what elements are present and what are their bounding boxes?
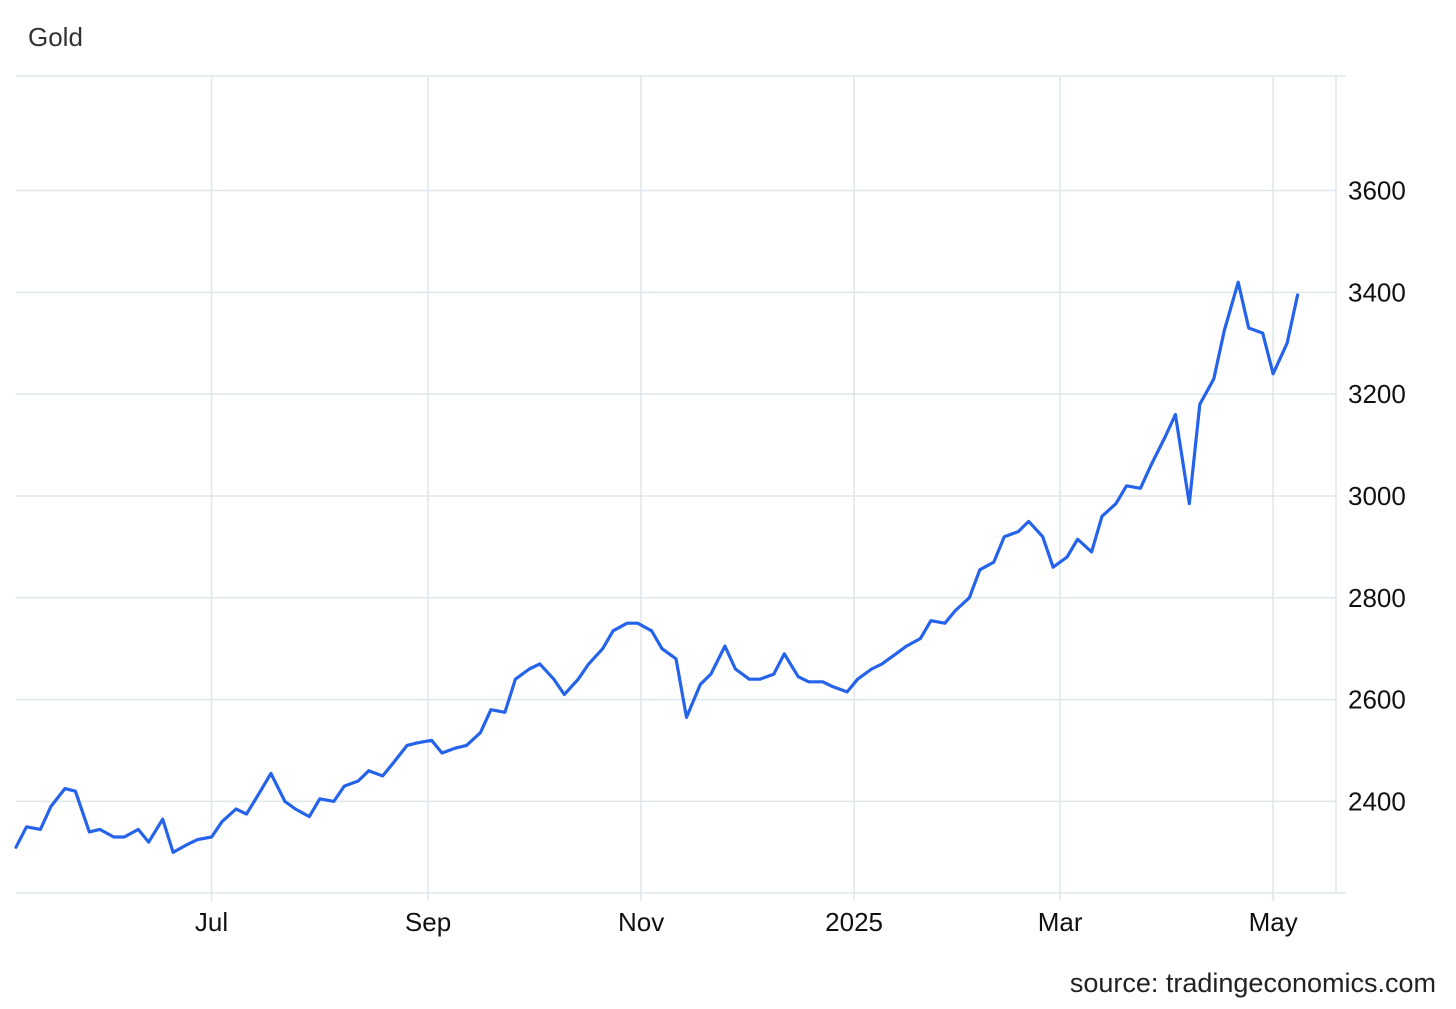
x-tick-label: May — [1249, 907, 1298, 937]
y-tick-label: 2800 — [1348, 583, 1406, 613]
x-tick-label: Jul — [195, 907, 228, 937]
x-gridlines — [210, 76, 1274, 901]
source-attribution: source: tradingeconomics.com — [1069, 968, 1436, 998]
x-tick-label: Nov — [618, 907, 664, 937]
x-tick-label: 2025 — [825, 907, 883, 937]
chart-title: Gold — [28, 22, 83, 52]
y-tick-label: 3200 — [1348, 379, 1406, 409]
y-axis-tick-labels: 2400 2600 2800 3000 3200 3400 3600 — [1348, 176, 1406, 817]
x-tick-label: Sep — [405, 907, 451, 937]
y-tick-label: 3600 — [1348, 176, 1406, 206]
x-axis-tick-labels: Jul Sep Nov 2025 Mar May — [195, 907, 1298, 937]
y-tick-label: 3400 — [1348, 277, 1406, 307]
y-gridlines — [16, 189, 1336, 803]
gold-price-line — [14, 280, 1300, 854]
y-tick-label: 2400 — [1348, 786, 1406, 816]
y-tick-label: 2600 — [1348, 685, 1406, 715]
x-tick-label: Mar — [1038, 907, 1083, 937]
y-tick-label: 3000 — [1348, 481, 1406, 511]
